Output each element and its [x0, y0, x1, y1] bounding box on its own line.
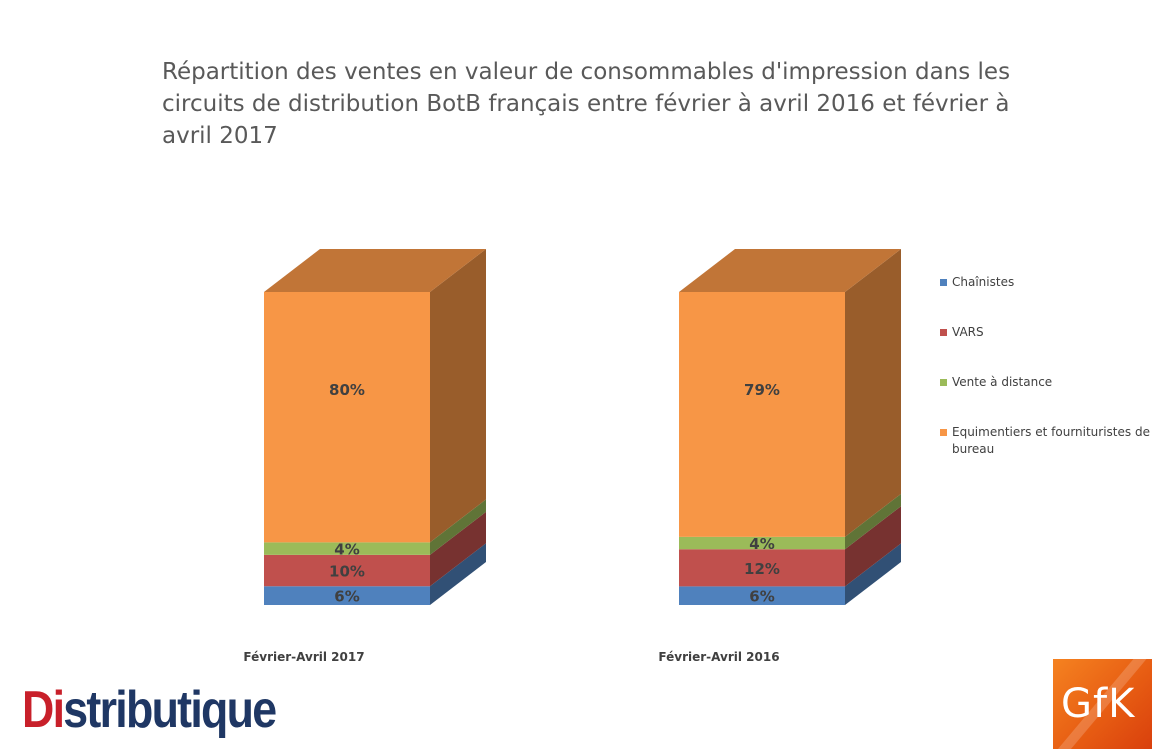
legend-swatch [940, 429, 947, 436]
bar-side-0-1 [430, 511, 486, 587]
legend-label: Equimentiers et fournituristes de bureau [952, 425, 1150, 456]
bar-0-3 [264, 292, 430, 543]
legend-swatch [940, 329, 947, 336]
chart-title: Répartition des ventes en valeur de cons… [162, 59, 1011, 149]
legend-item: Equimentiers et fournituristes de bureau [940, 424, 1160, 458]
bar-1-2 [679, 536, 845, 550]
legend-label: Vente à distance [952, 375, 1053, 389]
bar-0-0 [264, 586, 430, 605]
distributique-logo: Distributique [22, 681, 277, 739]
bar-side-0-0 [430, 543, 486, 605]
data-label-1-0: 6% [749, 588, 774, 606]
gfk-logo: GfK [1053, 659, 1152, 749]
bar-1-3 [679, 292, 845, 537]
bar-top-0 [264, 249, 486, 292]
bar-1-0 [679, 586, 845, 605]
bar-0-1 [264, 554, 430, 587]
legend-swatch [940, 279, 947, 286]
bar-side-1-2 [845, 493, 901, 550]
legend-label: Chaînistes [952, 275, 1015, 289]
bar-side-1-1 [845, 506, 901, 587]
data-label-1-2: 4% [749, 535, 774, 553]
bar-side-0-2 [430, 499, 486, 555]
bar-1-1 [679, 549, 845, 587]
data-label-1-3: 79% [744, 381, 780, 399]
legend-item: VARS [940, 324, 1160, 341]
bar-side-1-0 [845, 543, 901, 605]
bar-side-0-3 [430, 249, 486, 543]
legend-swatch [940, 379, 947, 386]
category-label-0: Février-Avril 2017 [243, 650, 364, 664]
data-label-1-1: 12% [744, 560, 780, 578]
data-label-0-2: 4% [334, 541, 359, 559]
category-label-1: Février-Avril 2016 [658, 650, 779, 664]
data-label-0-0: 6% [334, 588, 359, 606]
legend-item: Vente à distance [940, 374, 1160, 391]
bar-0-2 [264, 542, 430, 555]
legend-item: Chaînistes [940, 274, 1160, 291]
data-label-0-3: 80% [329, 381, 365, 399]
bar-top-1 [679, 249, 901, 292]
bar-side-1-3 [845, 249, 901, 537]
data-label-0-1: 10% [329, 563, 365, 581]
legend-label: VARS [952, 325, 984, 339]
